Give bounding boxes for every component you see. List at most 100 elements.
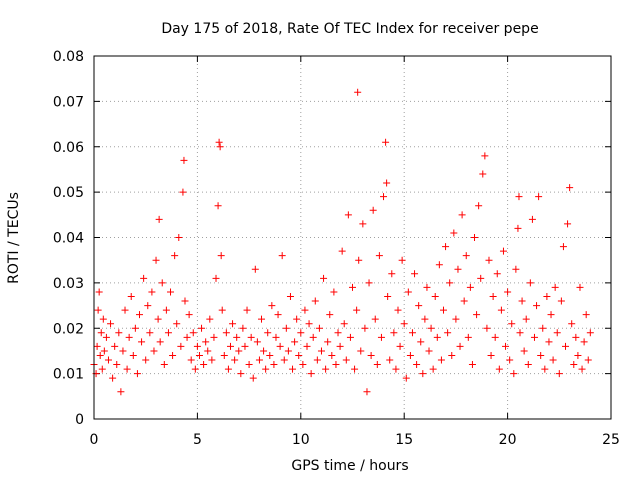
data-point-marker: [396, 342, 404, 350]
data-point-marker: [100, 347, 108, 355]
data-point-marker: [357, 347, 365, 355]
data-point-marker: [171, 252, 179, 260]
data-point-marker: [570, 361, 578, 369]
data-point-marker: [104, 356, 112, 364]
data-point-marker: [508, 320, 516, 328]
data-point-marker: [214, 202, 222, 210]
data-point-marker: [249, 374, 257, 382]
data-point-marker: [365, 279, 373, 287]
x-tick-labels: 0 5 10 15 20 25: [90, 432, 620, 448]
data-point-marker: [576, 283, 584, 291]
data-point-marker: [506, 356, 514, 364]
data-point-marker: [437, 356, 445, 364]
data-point-marker: [322, 365, 330, 373]
data-point-marker: [408, 329, 416, 337]
x-axis-label: GPS time / hours: [291, 458, 408, 474]
x-tick-label: 25: [602, 432, 620, 448]
data-point-marker: [338, 247, 346, 255]
data-point-marker: [382, 138, 390, 146]
data-point-marker: [204, 347, 212, 355]
data-point-marker: [173, 320, 181, 328]
data-point-marker: [349, 283, 356, 291]
data-point-marker: [383, 179, 391, 187]
axis-ticks: [93, 55, 612, 420]
data-point-marker: [586, 329, 594, 337]
data-point-marker: [429, 365, 437, 373]
data-point-marker: [328, 351, 336, 359]
data-point-marker: [557, 297, 565, 305]
data-point-marker: [138, 338, 146, 346]
y-tick-label: 0.06: [53, 140, 84, 156]
data-point-marker: [535, 193, 543, 201]
data-point-marker: [464, 333, 472, 341]
data-point-marker: [473, 311, 481, 319]
data-point-marker: [425, 347, 433, 355]
data-point-marker: [448, 351, 456, 359]
data-point-marker: [245, 361, 253, 369]
data-point-marker: [315, 324, 323, 332]
x-tick-label: 0: [90, 432, 99, 448]
data-point-marker: [129, 351, 137, 359]
y-tick-labels: 0 0.01 0.02 0.03 0.04 0.05 0.06 0.07 0.08: [53, 49, 84, 428]
data-point-marker: [289, 365, 297, 373]
grid-lines: [94, 56, 611, 419]
data-point-marker: [274, 311, 282, 319]
data-point-marker: [156, 338, 164, 346]
data-point-marker: [460, 297, 468, 305]
data-point-marker: [450, 229, 458, 237]
data-point-marker: [489, 292, 497, 300]
data-point-marker: [96, 351, 104, 359]
data-point-marker: [146, 329, 154, 337]
data-point-marker: [107, 320, 115, 328]
data-point-marker: [458, 211, 466, 219]
data-point-marker: [344, 211, 352, 219]
data-point-marker: [160, 361, 168, 369]
data-point-marker: [354, 88, 362, 96]
data-point-marker: [216, 143, 224, 151]
data-point-marker: [167, 288, 175, 296]
data-point-marker: [402, 374, 410, 382]
data-point-marker: [210, 333, 218, 341]
data-point-marker: [361, 324, 369, 332]
data-point-marker: [309, 333, 317, 341]
data-point-marker: [483, 324, 491, 332]
data-point-marker: [553, 329, 561, 337]
x-tick-label: 15: [395, 432, 413, 448]
y-tick-label: 0.02: [53, 321, 84, 337]
data-point-marker: [200, 361, 208, 369]
data-point-marker: [212, 274, 220, 282]
data-point-marker: [444, 329, 452, 337]
data-point-marker: [413, 361, 421, 369]
data-point-marker: [533, 302, 541, 310]
data-point-marker: [417, 338, 425, 346]
data-point-marker: [481, 152, 489, 160]
data-point-marker: [276, 342, 284, 350]
data-point-marker: [475, 202, 483, 210]
data-point-marker: [175, 234, 183, 241]
x-tick-label: 5: [193, 432, 202, 448]
x-tick-label: 20: [499, 432, 517, 448]
data-point-marker: [185, 311, 193, 319]
data-point-marker: [191, 365, 199, 373]
data-point-marker: [266, 351, 274, 359]
data-point-marker: [260, 347, 268, 355]
data-point-marker: [324, 338, 332, 346]
data-point-marker: [487, 351, 495, 359]
data-point-marker: [305, 320, 313, 328]
y-axis-label: ROTI / TECUs: [6, 192, 22, 284]
data-point-marker: [462, 252, 470, 260]
data-point-marker: [183, 333, 191, 341]
data-point-marker: [222, 329, 230, 337]
data-point-marker: [564, 220, 572, 228]
data-point-marker: [466, 283, 474, 291]
data-point-marker: [93, 342, 101, 350]
data-point-marker: [566, 184, 574, 192]
data-point-marker: [332, 361, 340, 369]
data-point-marker: [303, 342, 311, 350]
data-point-marker: [127, 292, 135, 300]
data-point-marker: [512, 265, 520, 273]
data-point-marker: [421, 315, 429, 323]
y-tick-label: 0.08: [53, 49, 84, 65]
data-point-marker: [497, 306, 505, 314]
data-point-marker: [515, 193, 523, 201]
